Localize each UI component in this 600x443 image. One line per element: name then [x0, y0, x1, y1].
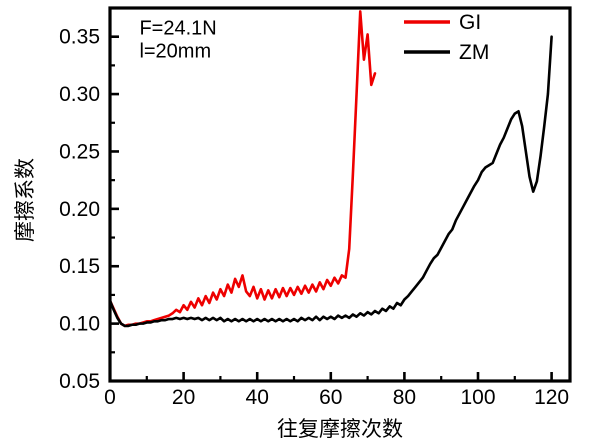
- x-tick-label: 120: [534, 386, 569, 409]
- x-tick-label: 100: [460, 386, 495, 409]
- x-axis-ticks: [108, 372, 553, 381]
- y-tick-label: 0.25: [59, 140, 100, 163]
- y-tick-label: 0.20: [59, 198, 100, 221]
- plot-frame: [108, 6, 572, 383]
- y-axis-title: 摩擦系数: [13, 158, 37, 242]
- x-tick-label: 60: [319, 386, 342, 409]
- chart-legend: GI ZM: [404, 11, 489, 64]
- y-tick-label: 0.15: [59, 255, 100, 278]
- y-axis-tick-labels: 0.05 0.10 0.15 0.20 0.25 0.30 0.35: [59, 26, 100, 393]
- plot-annotations: F=24.1Nl=20mm: [139, 17, 216, 62]
- y-tick-label: 0.35: [59, 26, 100, 49]
- x-tick-label: 40: [246, 386, 269, 409]
- y-tick-label: 0.10: [59, 313, 100, 336]
- series-group: [110, 10, 553, 328]
- x-axis-tick-labels: 0 20 40 60 80 100 120: [104, 386, 569, 409]
- annotation-text-1: l=20mm: [139, 40, 211, 62]
- x-tick-label: 20: [172, 386, 195, 409]
- series-line-zm: [110, 35, 553, 328]
- legend-label-zm: ZM: [459, 41, 489, 64]
- y-tick-label: 0.30: [59, 83, 100, 106]
- x-axis-title: 往复摩擦次数: [277, 417, 403, 441]
- annotation-text-0: F=24.1N: [139, 17, 216, 39]
- y-tick-label: 0.05: [59, 370, 100, 393]
- legend-label-gi: GI: [459, 11, 481, 34]
- x-tick-label: 80: [393, 386, 416, 409]
- plot-area-background: [110, 8, 570, 381]
- x-tick-label: 0: [104, 386, 116, 409]
- y-axis-ticks: [110, 35, 119, 383]
